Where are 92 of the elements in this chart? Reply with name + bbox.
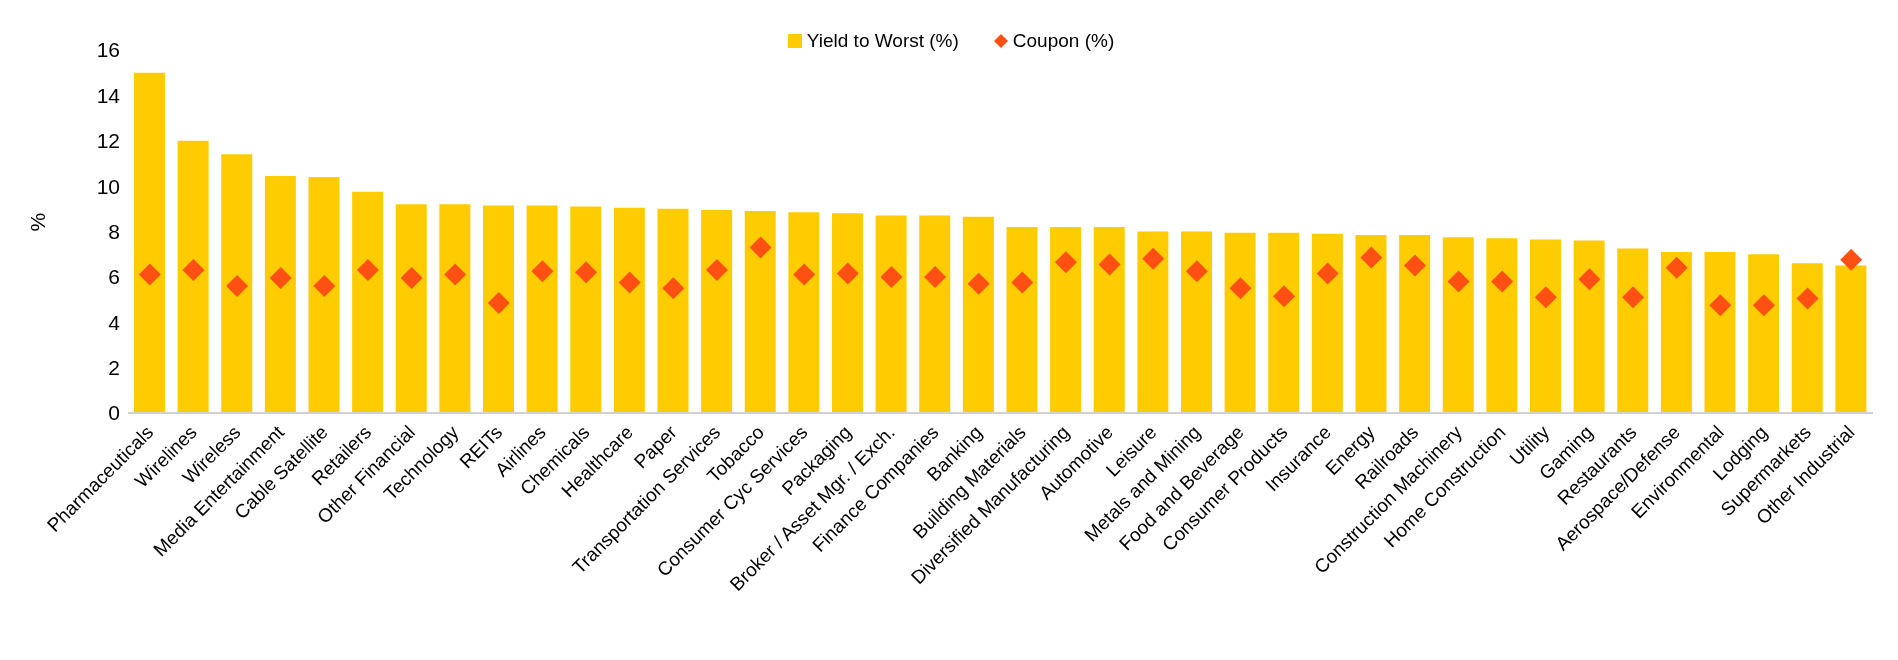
bar: [1137, 231, 1169, 413]
bar: [1791, 263, 1823, 413]
y-tick-label: 16: [96, 38, 120, 62]
point: [1011, 271, 1034, 294]
bar: [701, 209, 733, 413]
point: [1229, 277, 1252, 300]
point: [793, 263, 816, 286]
point: [1709, 294, 1732, 317]
bar: [1268, 232, 1300, 413]
point: [531, 260, 554, 283]
point: [1142, 247, 1165, 270]
point: [1054, 251, 1077, 274]
bar: [1355, 234, 1387, 413]
point: [1796, 287, 1819, 310]
point: [400, 267, 423, 290]
legend-label: Yield to Worst (%): [805, 30, 959, 52]
y-tick-label: 4: [108, 310, 121, 334]
bar: [613, 207, 645, 413]
bar: [657, 208, 689, 413]
point: [924, 265, 947, 288]
point: [618, 271, 641, 294]
point: [1665, 256, 1688, 279]
point: [749, 236, 772, 259]
bar: [1748, 254, 1780, 413]
bar: [570, 206, 602, 413]
bar: [1093, 226, 1125, 413]
point: [1840, 248, 1863, 271]
y-tick-label: 6: [108, 265, 120, 289]
point: [1578, 268, 1601, 291]
point: [1360, 246, 1383, 269]
point: [269, 267, 292, 290]
y-tick-label: 12: [96, 129, 120, 153]
point: [1534, 286, 1557, 309]
bar: [744, 211, 776, 413]
point: [1447, 270, 1470, 293]
bar: [1399, 234, 1431, 413]
point: [1491, 270, 1514, 293]
point: [1403, 254, 1426, 277]
point: [967, 272, 990, 295]
bar: [832, 213, 863, 413]
bar: [1486, 238, 1518, 413]
bar: [177, 140, 209, 413]
bar: [1442, 237, 1474, 413]
bar: [483, 205, 514, 413]
point: [575, 261, 598, 284]
point: [1185, 260, 1208, 283]
point: [226, 274, 249, 297]
bar: [1311, 233, 1343, 413]
point: [313, 274, 336, 297]
point: [1752, 294, 1775, 317]
bar: [788, 212, 820, 413]
y-tick-label: 8: [108, 219, 120, 243]
bar: [1224, 232, 1256, 413]
point: [880, 265, 903, 288]
bar: [439, 204, 471, 413]
bar: [1050, 226, 1082, 413]
point: [836, 262, 859, 285]
bar: [1573, 240, 1605, 413]
point: [705, 259, 728, 282]
point: [1622, 286, 1645, 309]
point: [487, 291, 510, 314]
bar: [221, 154, 253, 413]
bar: [962, 216, 994, 413]
point: [444, 263, 467, 286]
bar: [526, 205, 558, 413]
point: [1098, 253, 1121, 276]
bar: [1835, 265, 1867, 413]
bar: [919, 215, 951, 413]
y-tick-label: 14: [96, 83, 121, 107]
point: [1273, 285, 1296, 308]
point: [662, 277, 685, 300]
legend-label: Coupon (%): [1011, 30, 1115, 52]
bar: [1617, 248, 1649, 413]
bar: [352, 191, 384, 413]
bar: [1530, 239, 1561, 413]
bar: [134, 72, 165, 413]
bar: [1660, 251, 1692, 413]
bar: [1704, 251, 1736, 413]
point: [138, 263, 161, 286]
y-axis-title: %: [26, 212, 50, 232]
y-tick-label: 2: [108, 356, 120, 380]
bar: [308, 177, 340, 413]
point: [182, 259, 205, 282]
y-tick-label: 10: [96, 174, 120, 198]
point: [1316, 262, 1339, 285]
y-tick-label: 0: [108, 401, 120, 425]
point: [356, 259, 379, 282]
bar: [1006, 226, 1038, 413]
bar: [395, 204, 427, 413]
bar: [1181, 231, 1212, 413]
bar: [264, 175, 296, 413]
bar: [875, 215, 907, 413]
